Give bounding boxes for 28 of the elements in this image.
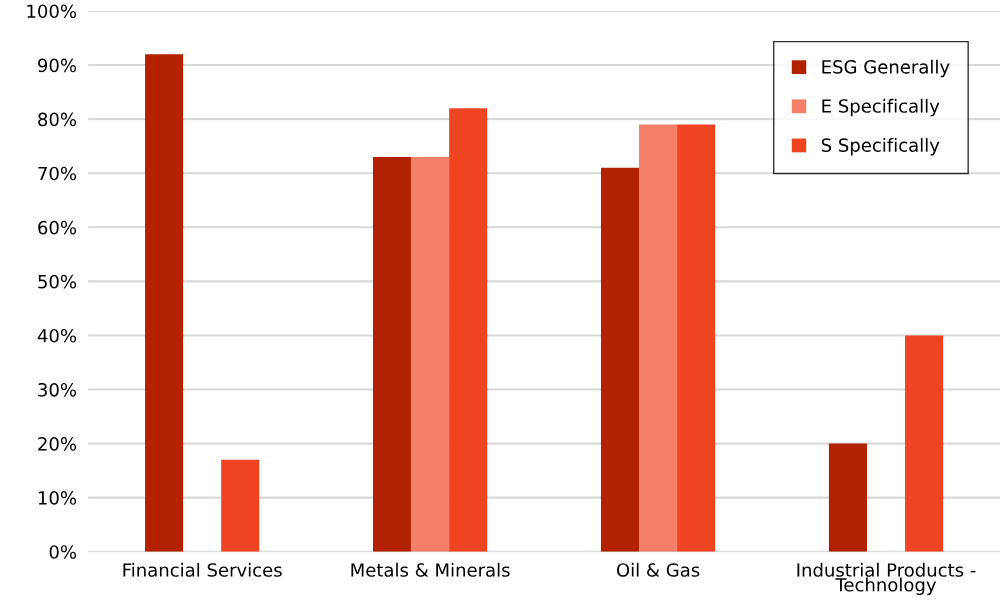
y-tick-label: 60% — [38, 220, 77, 235]
y-tick-label: 30% — [38, 382, 77, 397]
bar — [828, 443, 867, 552]
legend-label: E Specifically — [822, 98, 940, 117]
x-tick-label: Metals & Minerals — [351, 562, 510, 577]
bar — [905, 335, 944, 552]
x-tick-label: Financial Services — [123, 562, 282, 577]
y-tick-label: 40% — [37, 328, 77, 343]
bar — [221, 459, 260, 552]
bar — [639, 124, 678, 552]
y-tick-label: 100% — [27, 4, 77, 19]
y-tick-label: 70% — [38, 166, 77, 181]
legend-label: ESG Generally — [822, 59, 950, 78]
x-tick-label: Oil & Gas — [616, 562, 700, 577]
legend-label: S Specifically — [821, 137, 940, 156]
y-tick-label: 80% — [38, 112, 77, 127]
y-tick-label: 0% — [49, 545, 77, 559]
y-tick-label: 50% — [38, 274, 77, 289]
bar — [411, 157, 450, 552]
bar — [145, 54, 184, 552]
y-tick-label: 10% — [38, 491, 77, 505]
x-tick-label: Industrial Products - Technology — [797, 562, 976, 596]
bar — [373, 157, 412, 552]
y-tick-label: 90% — [38, 58, 77, 73]
bar — [449, 108, 488, 552]
bar — [677, 124, 716, 552]
bar — [600, 167, 640, 552]
y-tick-label: 20% — [38, 437, 77, 451]
